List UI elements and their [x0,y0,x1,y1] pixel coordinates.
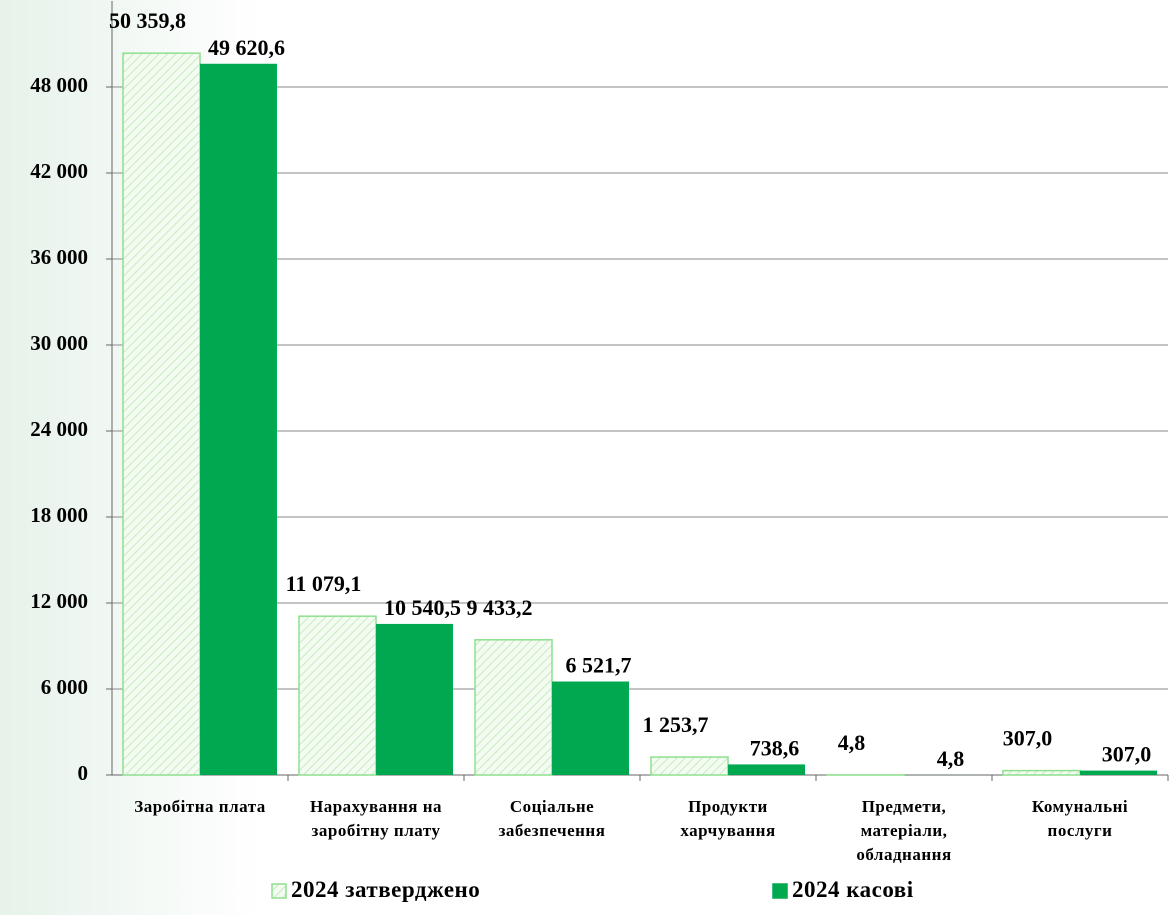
y-tick-label: 36 000 [30,245,88,269]
bar [1002,769,1081,776]
bar [728,764,805,775]
value-label: 4,8 [838,730,866,755]
bar [122,52,201,776]
x-tick-label: Предмети, матеріали, обладнання [856,797,952,864]
x-tick-label: Продукти харчування [680,797,776,840]
x-tick-label: Соціальне забезпечення [498,797,606,840]
bar [474,639,553,776]
y-tick-label: 18 000 [30,503,88,527]
legend-marker [772,883,788,899]
value-label: 49 620,6 [208,35,285,60]
legend-label: 2024 затверджено [291,877,481,902]
value-label: 307,0 [1003,726,1053,751]
y-tick-label: 48 000 [30,73,88,97]
y-tick-label: 24 000 [30,417,88,441]
value-label: 10 540,5 [384,595,461,620]
value-label: 738,6 [750,735,800,760]
value-label: 4,8 [937,746,965,771]
value-label: 307,0 [1102,742,1152,767]
legend-marker [271,883,287,899]
y-tick-label: 6 000 [41,675,88,699]
x-tick-label: Нарахування на заробітну плату [309,797,443,840]
y-tick-label: 0 [78,761,89,785]
x-tick-label: Заробітна плата [134,797,266,816]
bar [298,615,377,776]
value-label: 6 521,7 [566,653,632,678]
value-label: 11 079,1 [286,571,362,596]
y-tick-label: 30 000 [30,331,88,355]
bar [650,756,729,776]
value-label: 50 359,8 [109,8,186,33]
value-label: 1 253,7 [643,712,709,737]
value-label: 9 433,2 [467,595,533,620]
legend-label: 2024 касові [792,877,914,902]
bar [200,63,277,775]
bar [1080,770,1157,775]
y-tick-label: 42 000 [30,159,88,183]
y-tick-label: 12 000 [30,589,88,613]
bar [376,623,453,775]
bar [552,681,629,775]
x-tick-label: Комунальні послуги [1031,797,1129,840]
